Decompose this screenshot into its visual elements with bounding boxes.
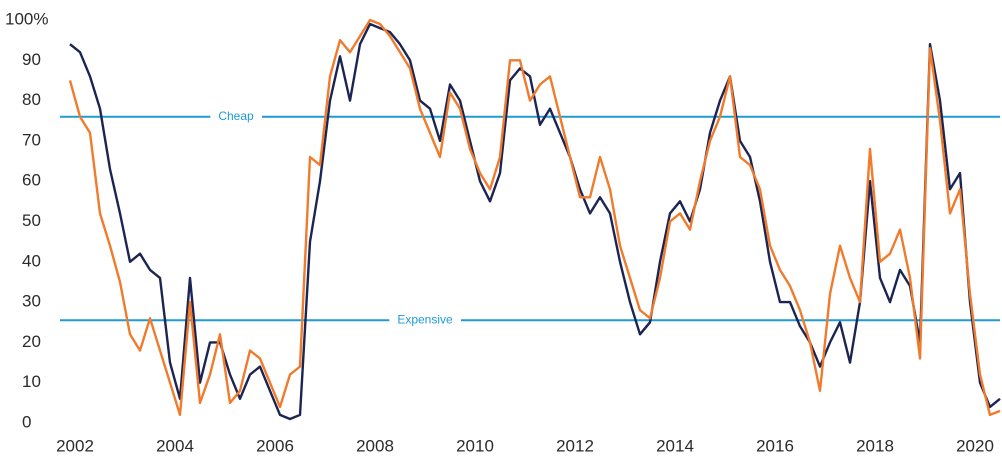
series-line [68,18,1001,417]
x-tick-label: 2016 [756,436,794,455]
y-tick-label: 70 [22,130,41,149]
y-tick-label: 60 [22,171,41,190]
y-tick-label: 0 [22,412,31,431]
y-tick-label: 100% [5,9,48,28]
x-tick-label: 2006 [256,436,294,455]
x-tick-label: 2020 [956,436,994,455]
x-tick-label: 2004 [156,436,194,455]
x-tick-label: 2012 [556,436,594,455]
y-tick-label: 20 [22,332,41,351]
reference-label-bg [210,108,262,125]
x-tick-label: 2018 [856,436,894,455]
x-tick-label: 2014 [656,436,694,455]
reference-label: Cheap [218,109,254,123]
reference-label-bg [389,312,462,329]
reference-label: Expensive [397,312,453,326]
x-tick-label: 2008 [356,436,394,455]
x-tick-label: 2002 [56,436,94,455]
y-tick-label: 50 [22,211,41,230]
y-tick-label: 40 [22,251,41,270]
series-line [69,22,1001,421]
y-tick-label: 30 [22,292,41,311]
y-tick-label: 80 [22,90,41,109]
y-tick-label: 10 [22,372,41,391]
x-tick-label: 2010 [456,436,494,455]
y-tick-label: 90 [22,50,41,69]
